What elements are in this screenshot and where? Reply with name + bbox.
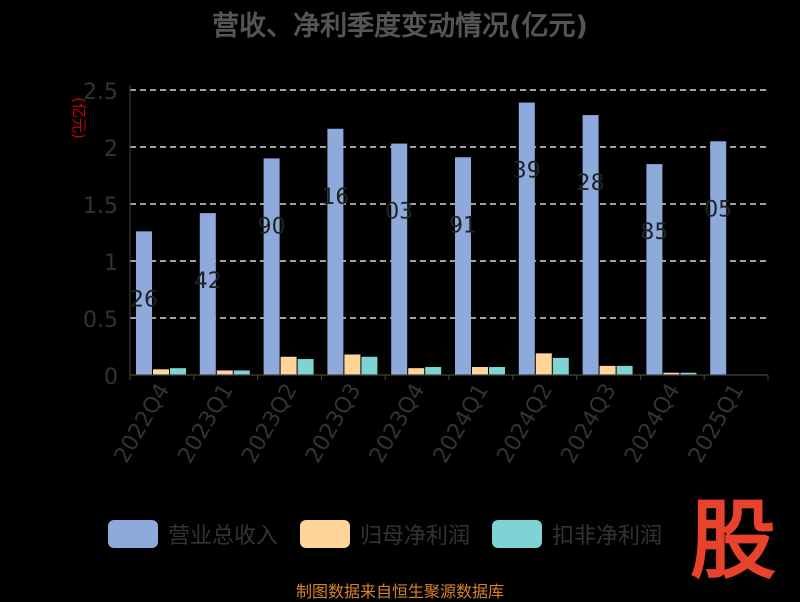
bar-2-2024q1 [489, 367, 505, 375]
x-tick-label: 2024Q2 [493, 380, 558, 468]
bar-2-2023q2 [297, 359, 314, 375]
data-label: 85 [640, 220, 668, 245]
legend-item-net-profit[interactable]: 归母净利润 [300, 518, 470, 550]
bar-0-2023q4 [391, 143, 408, 375]
legend-swatch-deducted-net-profit [492, 520, 543, 548]
x-tick-label: 2024Q4 [620, 380, 685, 468]
bar-1-2024q4 [663, 372, 680, 375]
x-tick-label: 2024Q3 [556, 380, 621, 468]
legend: 营业总收入 归母净利润 扣非净利润 [108, 518, 684, 550]
bar-2-2023q3 [361, 356, 378, 375]
bar-0-2024q1 [455, 157, 471, 375]
y-tick-label: 1.5 [83, 194, 118, 219]
bar-0-2023q1 [199, 213, 216, 375]
legend-label-revenue: 营业总收入 [168, 524, 279, 549]
data-label: 16 [321, 185, 349, 210]
legend-swatch-net-profit [300, 520, 351, 548]
data-label: 03 [385, 200, 413, 225]
bar-1-2024q3 [599, 365, 616, 375]
bar-0-2023q2 [263, 158, 280, 375]
bar-1-2023q1 [216, 370, 233, 375]
bar-2-2023q4 [425, 367, 442, 375]
data-label: 90 [258, 214, 286, 239]
bar-0-2024q3 [582, 115, 599, 375]
x-tick-label: 2025Q1 [684, 380, 749, 468]
legend-item-revenue[interactable]: 营业总收入 [108, 518, 278, 550]
bar-1-2024q1 [472, 367, 488, 375]
data-label: 91 [449, 213, 477, 238]
data-label: 26 [130, 287, 158, 312]
y-tick-label: 0 [104, 365, 118, 390]
bar-0-2024q4 [646, 164, 663, 375]
x-tick-label: 2023Q2 [237, 380, 302, 468]
y-axis-label: (亿元) [70, 97, 88, 139]
data-source-note: 制图数据来自恒生聚源数据库 [295, 582, 504, 601]
bar-0-2022q4 [136, 231, 152, 375]
data-label: 39 [513, 159, 541, 184]
legend-label-deducted-net-profit: 扣非净利润 [552, 524, 663, 549]
x-tick-label: 2023Q3 [301, 380, 366, 468]
bar-1-2023q3 [344, 354, 361, 375]
x-tick-label: 2022Q4 [110, 380, 175, 468]
legend-label-net-profit: 归母净利润 [360, 524, 471, 549]
y-tick-label: 1 [104, 251, 118, 276]
data-label: 05 [704, 197, 732, 222]
bar-1-2023q2 [280, 356, 297, 375]
x-tick-label: 2023Q1 [174, 380, 239, 468]
y-tick-label: 2 [104, 137, 118, 162]
bar-2-2023q1 [233, 370, 250, 375]
x-tick-label: 2024Q1 [429, 380, 494, 468]
y-tick-label: 2.5 [83, 80, 118, 105]
x-tick-label: 2023Q4 [365, 380, 430, 468]
bar-2-2024q2 [552, 357, 569, 375]
data-label: 28 [577, 171, 605, 196]
data-label: 42 [194, 269, 222, 294]
bar-1-2023q4 [408, 368, 425, 375]
bar-1-2024q2 [535, 353, 552, 375]
bar-2-2024q4 [680, 372, 697, 375]
legend-item-deducted-net-profit[interactable]: 扣非净利润 [492, 518, 662, 550]
legend-swatch-revenue [108, 520, 158, 548]
bar-2-2022q4 [170, 368, 186, 375]
bar-1-2022q4 [153, 369, 169, 375]
bar-0-2024q2 [518, 102, 535, 375]
y-tick-label: 0.5 [83, 308, 118, 333]
chart-title: 营收、净利季度变动情况(亿元) [212, 11, 588, 42]
bar-0-2023q3 [327, 128, 344, 375]
watermark-logo: 股 [690, 491, 776, 591]
bar-0-2025q1 [710, 141, 727, 375]
bar-2-2024q3 [616, 365, 633, 375]
